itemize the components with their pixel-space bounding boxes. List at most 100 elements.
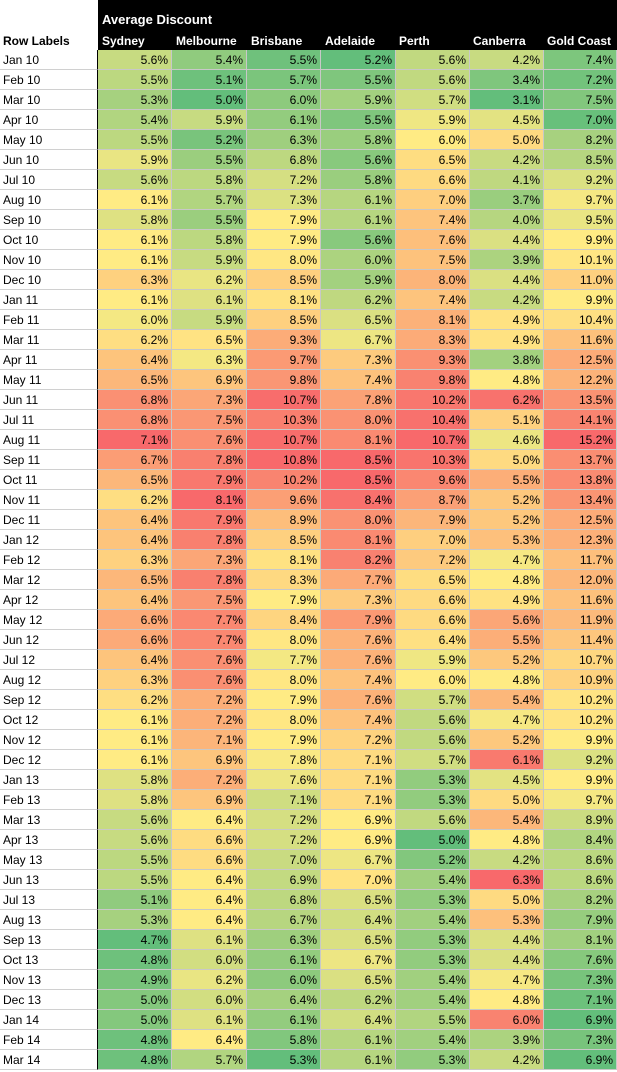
heatmap-cell[interactable]: 5.7% — [396, 750, 470, 770]
heatmap-cell[interactable]: 5.6% — [321, 230, 396, 250]
heatmap-cell[interactable]: 11.0% — [544, 270, 617, 290]
heatmap-cell[interactable]: 8.0% — [247, 710, 321, 730]
row-label[interactable]: Jun 12 — [0, 630, 98, 650]
heatmap-cell[interactable]: 7.4% — [321, 370, 396, 390]
heatmap-cell[interactable]: 6.1% — [98, 190, 172, 210]
heatmap-cell[interactable]: 7.0% — [396, 190, 470, 210]
heatmap-cell[interactable]: 8.4% — [247, 610, 321, 630]
heatmap-cell[interactable]: 5.0% — [470, 450, 544, 470]
heatmap-cell[interactable]: 7.2% — [172, 770, 247, 790]
heatmap-cell[interactable]: 5.9% — [98, 150, 172, 170]
heatmap-cell[interactable]: 5.8% — [98, 770, 172, 790]
heatmap-cell[interactable]: 7.3% — [247, 190, 321, 210]
heatmap-cell[interactable]: 5.8% — [172, 170, 247, 190]
heatmap-cell[interactable]: 4.9% — [470, 310, 544, 330]
heatmap-cell[interactable]: 5.5% — [98, 850, 172, 870]
heatmap-cell[interactable]: 8.0% — [247, 250, 321, 270]
heatmap-cell[interactable]: 6.4% — [172, 870, 247, 890]
heatmap-cell[interactable]: 6.4% — [98, 350, 172, 370]
heatmap-cell[interactable]: 9.9% — [544, 770, 617, 790]
heatmap-cell[interactable]: 6.2% — [98, 330, 172, 350]
heatmap-cell[interactable]: 6.0% — [172, 950, 247, 970]
heatmap-cell[interactable]: 7.4% — [321, 710, 396, 730]
heatmap-cell[interactable]: 13.5% — [544, 390, 617, 410]
heatmap-cell[interactable]: 6.4% — [98, 510, 172, 530]
heatmap-cell[interactable]: 7.2% — [172, 710, 247, 730]
row-label[interactable]: Oct 11 — [0, 470, 98, 490]
heatmap-cell[interactable]: 7.8% — [172, 530, 247, 550]
row-label[interactable]: Mar 14 — [0, 1050, 98, 1070]
row-label[interactable]: Nov 13 — [0, 970, 98, 990]
heatmap-cell[interactable]: 5.2% — [321, 50, 396, 70]
heatmap-cell[interactable]: 5.1% — [98, 890, 172, 910]
heatmap-cell[interactable]: 4.4% — [470, 230, 544, 250]
heatmap-cell[interactable]: 9.9% — [544, 730, 617, 750]
heatmap-cell[interactable]: 7.5% — [172, 590, 247, 610]
heatmap-cell[interactable]: 7.6% — [544, 950, 617, 970]
heatmap-cell[interactable]: 13.7% — [544, 450, 617, 470]
heatmap-cell[interactable]: 6.9% — [172, 370, 247, 390]
heatmap-cell[interactable]: 6.8% — [98, 390, 172, 410]
heatmap-cell[interactable]: 3.9% — [470, 1030, 544, 1050]
heatmap-cell[interactable]: 6.7% — [321, 330, 396, 350]
heatmap-cell[interactable]: 9.2% — [544, 750, 617, 770]
heatmap-cell[interactable]: 5.3% — [396, 930, 470, 950]
heatmap-cell[interactable]: 7.9% — [172, 510, 247, 530]
heatmap-cell[interactable]: 10.2% — [396, 390, 470, 410]
heatmap-cell[interactable]: 5.9% — [172, 110, 247, 130]
heatmap-cell[interactable]: 6.1% — [470, 750, 544, 770]
heatmap-cell[interactable]: 5.1% — [470, 410, 544, 430]
row-label[interactable]: Jul 10 — [0, 170, 98, 190]
heatmap-cell[interactable]: 8.1% — [396, 310, 470, 330]
heatmap-cell[interactable]: 6.4% — [321, 910, 396, 930]
heatmap-cell[interactable]: 6.1% — [98, 710, 172, 730]
heatmap-cell[interactable]: 5.5% — [470, 630, 544, 650]
heatmap-cell[interactable]: 6.6% — [396, 610, 470, 630]
heatmap-cell[interactable]: 7.2% — [544, 70, 617, 90]
heatmap-cell[interactable]: 7.8% — [172, 450, 247, 470]
heatmap-cell[interactable]: 4.7% — [470, 710, 544, 730]
row-label[interactable]: Jun 13 — [0, 870, 98, 890]
heatmap-cell[interactable]: 3.8% — [470, 350, 544, 370]
heatmap-cell[interactable]: 5.5% — [321, 70, 396, 90]
heatmap-cell[interactable]: 7.1% — [321, 770, 396, 790]
heatmap-cell[interactable]: 4.6% — [470, 430, 544, 450]
heatmap-cell[interactable]: 6.3% — [470, 870, 544, 890]
heatmap-cell[interactable]: 3.9% — [470, 250, 544, 270]
heatmap-cell[interactable]: 5.6% — [396, 710, 470, 730]
heatmap-cell[interactable]: 5.5% — [247, 50, 321, 70]
heatmap-cell[interactable]: 6.1% — [172, 290, 247, 310]
row-label[interactable]: Dec 11 — [0, 510, 98, 530]
heatmap-cell[interactable]: 6.1% — [98, 730, 172, 750]
heatmap-cell[interactable]: 4.4% — [470, 930, 544, 950]
heatmap-cell[interactable]: 5.5% — [98, 130, 172, 150]
row-label[interactable]: Jan 13 — [0, 770, 98, 790]
heatmap-cell[interactable]: 6.9% — [544, 1010, 617, 1030]
heatmap-cell[interactable]: 5.0% — [98, 990, 172, 1010]
heatmap-cell[interactable]: 12.5% — [544, 510, 617, 530]
heatmap-cell[interactable]: 6.1% — [172, 930, 247, 950]
heatmap-cell[interactable]: 7.5% — [396, 250, 470, 270]
heatmap-cell[interactable]: 10.1% — [544, 250, 617, 270]
heatmap-cell[interactable]: 6.4% — [172, 810, 247, 830]
heatmap-cell[interactable]: 4.1% — [470, 170, 544, 190]
heatmap-cell[interactable]: 5.4% — [396, 910, 470, 930]
heatmap-cell[interactable]: 5.3% — [396, 890, 470, 910]
heatmap-cell[interactable]: 6.1% — [98, 230, 172, 250]
heatmap-cell[interactable]: 5.5% — [396, 1010, 470, 1030]
heatmap-cell[interactable]: 10.7% — [396, 430, 470, 450]
heatmap-cell[interactable]: 5.8% — [98, 790, 172, 810]
heatmap-cell[interactable]: 10.7% — [544, 650, 617, 670]
row-label[interactable]: Sep 12 — [0, 690, 98, 710]
heatmap-cell[interactable]: 4.5% — [470, 770, 544, 790]
heatmap-cell[interactable]: 11.6% — [544, 590, 617, 610]
heatmap-cell[interactable]: 7.0% — [321, 870, 396, 890]
heatmap-cell[interactable]: 5.9% — [396, 650, 470, 670]
row-label[interactable]: Feb 13 — [0, 790, 98, 810]
heatmap-cell[interactable]: 14.1% — [544, 410, 617, 430]
column-header-sydney[interactable]: Sydney — [102, 34, 145, 48]
heatmap-cell[interactable]: 8.2% — [544, 130, 617, 150]
row-label[interactable]: Jan 12 — [0, 530, 98, 550]
heatmap-cell[interactable]: 5.4% — [98, 110, 172, 130]
heatmap-cell[interactable]: 5.4% — [396, 1030, 470, 1050]
